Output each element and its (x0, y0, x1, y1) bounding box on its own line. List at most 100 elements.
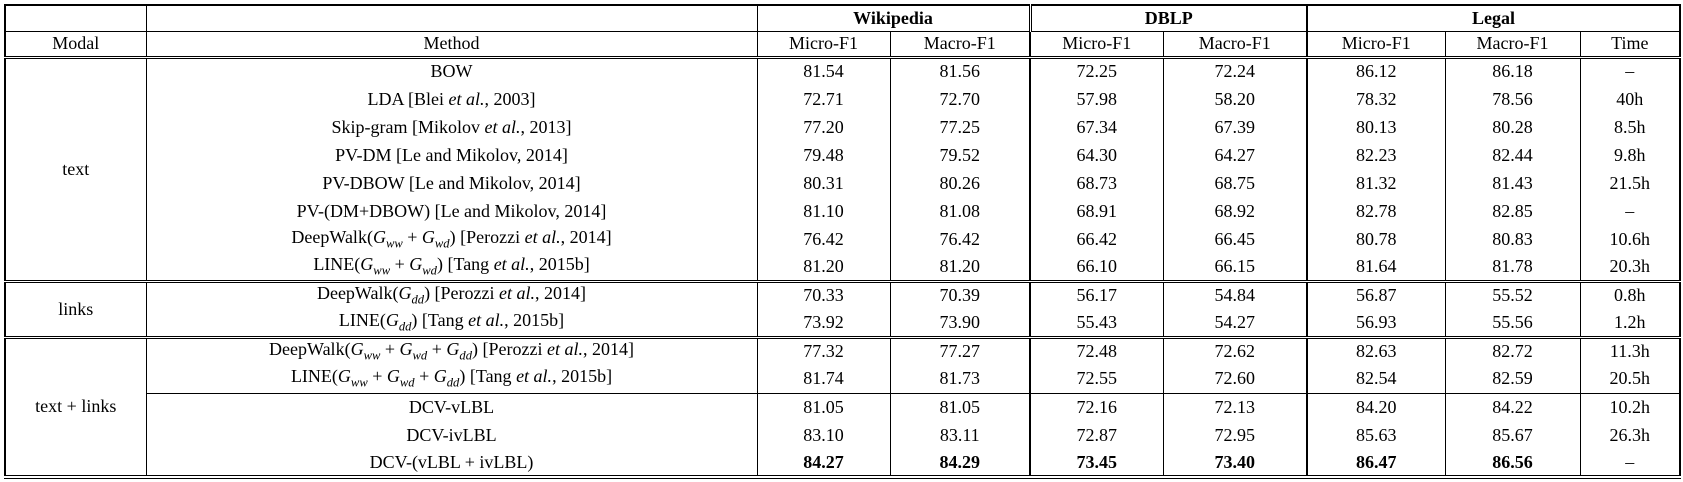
value-cell: 84.20 (1306, 392, 1446, 421)
method-cell: PV-DBOW [Le and Mikolov, 2014] (145, 169, 757, 197)
value-cell: 81.20 (756, 253, 890, 283)
value-cell: 68.91 (1029, 197, 1164, 225)
value-cell: 80.13 (1306, 113, 1446, 141)
value-cell: 72.13 (1162, 392, 1308, 421)
value-cell: 67.39 (1162, 113, 1308, 141)
value-cell: 82.23 (1306, 141, 1446, 169)
time-cell: 1.2h (1579, 309, 1681, 339)
value-cell: 80.28 (1444, 113, 1581, 141)
value-cell: 73.92 (756, 309, 890, 339)
table-row: LINE(Gww + Gwd) [Tang et al., 2015b] 81.2… (5, 253, 1681, 283)
column-header-time: Time (1579, 31, 1681, 59)
value-cell: 54.27 (1162, 309, 1308, 339)
value-cell: 54.84 (1162, 281, 1308, 309)
group-header-empty-method (145, 5, 757, 32)
value-cell: 72.71 (756, 85, 890, 113)
table-row: LINE(Gdd) [Tang et al., 2015b] 73.92 73.90… (5, 309, 1681, 339)
time-cell: 8.5h (1579, 113, 1681, 141)
value-cell: 81.32 (1306, 169, 1446, 197)
value-cell: 72.87 (1029, 421, 1164, 449)
value-cell: 72.24 (1162, 57, 1308, 85)
column-header-legal-micro-f1: Micro-F1 (1306, 31, 1446, 59)
value-cell: 84.22 (1444, 392, 1581, 421)
value-cell: 64.27 (1162, 141, 1308, 169)
value-cell: 82.72 (1444, 337, 1581, 365)
column-header-wikipedia-macro-f1: Macro-F1 (889, 31, 1031, 59)
value-cell: 81.78 (1444, 253, 1581, 283)
value-cell: 77.32 (756, 337, 890, 365)
value-cell: 82.63 (1306, 337, 1446, 365)
value-cell: 55.56 (1444, 309, 1581, 339)
column-header-wikipedia-micro-f1: Micro-F1 (756, 31, 890, 59)
time-cell: – (1579, 197, 1681, 225)
time-cell: – (1579, 57, 1681, 85)
method-cell: PV-DM [Le and Mikolov, 2014] (145, 141, 757, 169)
value-cell: 82.54 (1306, 365, 1446, 393)
table-row: LINE(Gww + Gwd + Gdd) [Tang et al., 2015… (5, 365, 1681, 393)
time-cell: 9.8h (1579, 141, 1681, 169)
value-cell: 66.45 (1162, 225, 1308, 253)
method-cell: DCV-ivLBL (145, 421, 757, 449)
value-cell: 72.25 (1029, 57, 1164, 85)
method-cell: BOW (145, 57, 757, 85)
value-cell: 70.33 (756, 281, 890, 309)
value-cell: 79.52 (889, 141, 1031, 169)
method-cell: LINE(Gww + Gwd) [Tang et al., 2015b] (145, 253, 757, 283)
method-cell: LINE(Gww + Gwd + Gdd) [Tang et al., 2015… (145, 365, 757, 393)
value-cell: 81.54 (756, 57, 890, 85)
value-cell: 85.63 (1306, 421, 1446, 449)
value-cell: 86.18 (1444, 57, 1581, 85)
value-cell: 80.83 (1444, 225, 1581, 253)
value-cell: 68.73 (1029, 169, 1164, 197)
group-header-row: Wikipedia DBLP Legal (5, 5, 1681, 32)
column-header-method: Method (145, 31, 757, 59)
time-cell: 20.5h (1579, 365, 1681, 393)
value-cell: 77.20 (756, 113, 890, 141)
time-cell: 20.3h (1579, 253, 1681, 283)
value-cell: 78.56 (1444, 85, 1581, 113)
value-cell: 77.25 (889, 113, 1031, 141)
table-body: text BOW 81.54 81.56 72.25 72.24 86.12 86.18– LD… (5, 57, 1681, 477)
value-cell: 81.74 (756, 365, 890, 393)
table-row: text BOW 81.54 81.56 72.25 72.24 86.12 86.18– (5, 57, 1681, 283)
method-cell: DCV-vLBL (145, 392, 757, 421)
time-cell: 21.5h (1579, 169, 1681, 197)
value-cell: 58.20 (1162, 85, 1308, 113)
table-row: LDA [Blei et al., 2003] 72.71 72.70 57.98 58… (5, 85, 1681, 113)
value-cell: 76.42 (889, 225, 1031, 253)
value-cell: 85.67 (1444, 421, 1581, 449)
method-cell: DeepWalk(Gww + Gwd + Gdd) [Perozzi et al… (145, 337, 757, 365)
table-row: text + links DeepWalk(Gww + Gwd + Gdd) [P… (5, 337, 1681, 416)
value-cell: 72.95 (1162, 421, 1308, 449)
modal-cell: text (5, 57, 146, 283)
value-cell: 81.10 (756, 197, 890, 225)
column-header-dblp-macro-f1: Macro-F1 (1162, 31, 1308, 59)
method-cell: DCV-(vLBL + ivLBL) (145, 449, 757, 477)
results-table: Wikipedia DBLP Legal Modal Method Micro-… (4, 4, 1682, 479)
value-cell: 86.56 (1444, 449, 1581, 477)
table-row: links DeepWalk(Gdd) [Perozzi et al., 2014… (5, 281, 1681, 339)
column-header-dblp-micro-f1: Micro-F1 (1029, 31, 1164, 59)
value-cell: 86.47 (1306, 449, 1446, 477)
table-row: DCV-ivLBL 83.10 83.11 72.87 72.95 85.63 85.67 2… (5, 421, 1681, 449)
time-cell: 11.3h (1579, 337, 1681, 365)
method-cell: PV-(DM+DBOW) [Le and Mikolov, 2014] (145, 197, 757, 225)
value-cell: 73.45 (1029, 449, 1164, 477)
value-cell: 80.31 (756, 169, 890, 197)
modal-cell: links (5, 281, 146, 339)
time-cell: 26.3h (1579, 421, 1681, 449)
table-row: PV-DBOW [Le and Mikolov, 2014] 80.31 80.26… (5, 169, 1681, 197)
group-header-legal: Legal (1306, 5, 1681, 32)
column-header-modal: Modal (5, 31, 146, 59)
modal-cell: text + links (35, 396, 117, 417)
value-cell: 81.43 (1444, 169, 1581, 197)
value-cell: 72.62 (1162, 337, 1308, 365)
value-cell: 78.32 (1306, 85, 1446, 113)
method-cell: LINE(Gdd) [Tang et al., 2015b] (145, 309, 757, 339)
value-cell: 81.20 (889, 253, 1031, 283)
value-cell: 80.78 (1306, 225, 1446, 253)
value-cell: 83.10 (756, 421, 890, 449)
table-row: DCV-(vLBL + ivLBL) 84.27 84.29 73.45 73.40 86… (5, 449, 1681, 477)
value-cell: 82.59 (1444, 365, 1581, 393)
value-cell: 72.55 (1029, 365, 1164, 393)
